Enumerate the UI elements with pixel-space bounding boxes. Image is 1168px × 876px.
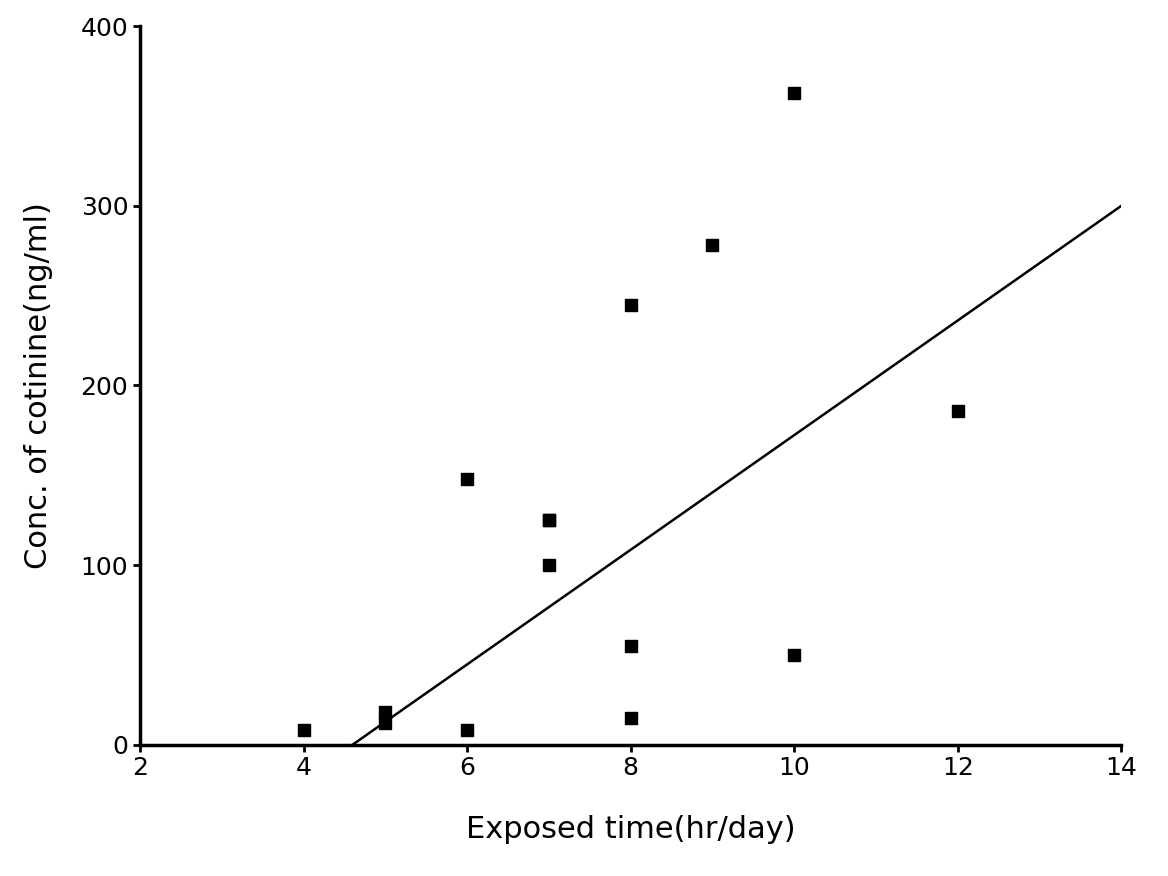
Point (458, 472, 477, 486)
Point (376, 716, 395, 730)
Point (948, 404, 967, 418)
Point (621, 639, 640, 653)
Point (540, 513, 558, 527)
Point (294, 724, 313, 738)
Point (621, 710, 640, 724)
Point (785, 648, 804, 662)
Y-axis label: Conc. of cotinine(ng/ml): Conc. of cotinine(ng/ml) (23, 202, 53, 569)
Point (621, 298, 640, 312)
Point (376, 705, 395, 719)
X-axis label: Exposed time(hr/day): Exposed time(hr/day) (466, 816, 795, 844)
Point (540, 558, 558, 572)
Point (458, 724, 477, 738)
Point (703, 238, 722, 252)
Point (540, 513, 558, 527)
Point (785, 86, 804, 100)
